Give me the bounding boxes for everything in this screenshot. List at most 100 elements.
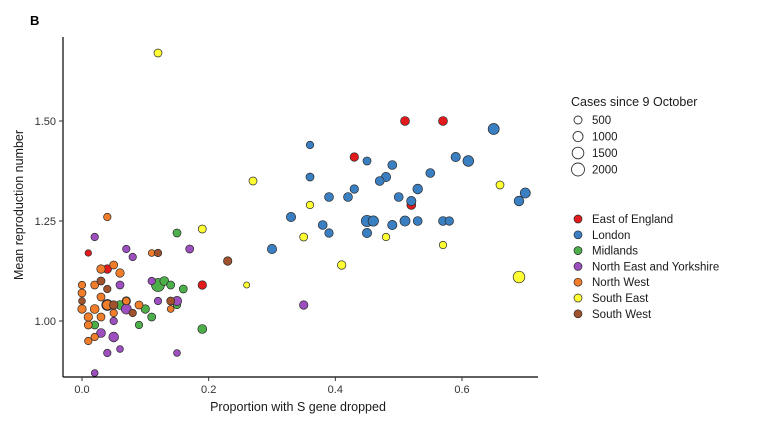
size-legend-label: 1000 bbox=[592, 132, 618, 144]
data-point bbox=[197, 324, 208, 334]
size-legend-key bbox=[573, 115, 583, 125]
data-point bbox=[122, 244, 131, 254]
data-point bbox=[197, 280, 207, 290]
data-point bbox=[115, 268, 125, 278]
data-point bbox=[90, 232, 99, 242]
size-legend-key bbox=[572, 131, 584, 142]
data-point bbox=[438, 240, 448, 250]
data-point bbox=[266, 243, 278, 255]
data-point bbox=[78, 297, 86, 305]
data-point bbox=[77, 280, 87, 290]
x-tick-label: 0.0 bbox=[74, 384, 89, 396]
x-tick-label: 0.4 bbox=[328, 384, 343, 396]
data-point bbox=[400, 116, 410, 126]
data-point bbox=[134, 300, 144, 310]
data-point bbox=[425, 168, 436, 178]
data-point bbox=[381, 232, 391, 242]
data-point bbox=[178, 284, 188, 294]
data-point bbox=[109, 308, 118, 318]
data-point bbox=[173, 349, 181, 357]
data-point bbox=[223, 256, 233, 266]
data-point bbox=[89, 304, 100, 314]
data-point bbox=[153, 296, 163, 306]
data-point bbox=[337, 260, 347, 270]
data-point bbox=[90, 332, 99, 342]
data-point bbox=[512, 270, 526, 284]
data-point bbox=[140, 304, 150, 314]
size-legend-key bbox=[571, 146, 585, 160]
size-legend-label: 500 bbox=[592, 115, 611, 127]
data-point bbox=[128, 252, 137, 262]
data-point bbox=[90, 280, 100, 290]
data-point bbox=[349, 152, 359, 162]
data-point bbox=[122, 296, 131, 306]
data-point bbox=[305, 140, 315, 150]
data-point bbox=[108, 331, 119, 343]
color-legend-key bbox=[573, 262, 583, 271]
color-legend-label: North East and Yorkshire bbox=[592, 261, 719, 273]
data-point bbox=[444, 216, 454, 226]
data-point bbox=[96, 328, 106, 338]
size-legend-title: Cases since 9 October bbox=[571, 95, 697, 109]
data-point bbox=[96, 312, 106, 322]
data-point bbox=[462, 155, 475, 167]
color-legend-key bbox=[573, 309, 583, 319]
data-point bbox=[495, 180, 505, 190]
axes: 0.0 0.2 0.4 0.6 1.00 1.25 1.50 bbox=[35, 37, 538, 396]
data-point bbox=[450, 151, 461, 163]
data-point bbox=[128, 308, 137, 318]
data-point bbox=[362, 156, 372, 166]
data-point bbox=[109, 316, 118, 326]
data-point bbox=[299, 300, 309, 310]
data-point bbox=[438, 116, 448, 126]
size-legend-label: 2000 bbox=[592, 165, 618, 177]
color-legend-key bbox=[573, 277, 583, 287]
data-point bbox=[248, 176, 258, 186]
data-point bbox=[103, 284, 112, 294]
series-east-of-england bbox=[84, 116, 448, 290]
color-legend-label: South East bbox=[592, 293, 649, 305]
color-legend-label: London bbox=[592, 230, 630, 242]
data-point bbox=[487, 123, 500, 135]
y-axis-label: Mean reproduction number bbox=[12, 130, 26, 280]
data-point bbox=[84, 336, 93, 346]
color-legend-key bbox=[573, 293, 583, 303]
data-point bbox=[109, 300, 119, 310]
data-point bbox=[197, 224, 207, 234]
color-legend: East of England London Midlands North East … bbox=[573, 214, 719, 321]
data-point bbox=[115, 280, 125, 290]
series-south-east bbox=[153, 48, 526, 289]
data-point bbox=[324, 192, 334, 202]
color-legend-label: East of England bbox=[592, 214, 673, 226]
series-north-east-and-yorkshire bbox=[90, 232, 309, 377]
color-legend-key bbox=[573, 214, 583, 224]
data-point bbox=[305, 172, 315, 182]
data-point bbox=[367, 215, 379, 227]
data-point bbox=[96, 276, 106, 286]
series-london bbox=[266, 123, 531, 255]
data-point bbox=[172, 228, 182, 238]
plot-area bbox=[77, 48, 531, 377]
data-point bbox=[147, 312, 157, 322]
data-point bbox=[285, 211, 297, 223]
data-point bbox=[159, 276, 170, 286]
data-point bbox=[166, 296, 176, 306]
data-point bbox=[109, 260, 119, 270]
series-north-west bbox=[77, 212, 175, 346]
size-legend-label: 1500 bbox=[592, 148, 618, 160]
data-point bbox=[116, 345, 124, 353]
data-point bbox=[374, 176, 385, 186]
data-point bbox=[305, 200, 315, 210]
data-point bbox=[519, 187, 531, 199]
data-point bbox=[153, 248, 163, 258]
data-point bbox=[406, 195, 417, 207]
data-point bbox=[83, 312, 93, 322]
data-point bbox=[84, 249, 92, 257]
data-point bbox=[343, 192, 353, 202]
data-point bbox=[90, 369, 99, 377]
data-point bbox=[387, 160, 398, 170]
color-legend-label: Midlands bbox=[592, 246, 638, 258]
data-point bbox=[387, 219, 398, 231]
x-tick-label: 0.6 bbox=[454, 384, 469, 396]
